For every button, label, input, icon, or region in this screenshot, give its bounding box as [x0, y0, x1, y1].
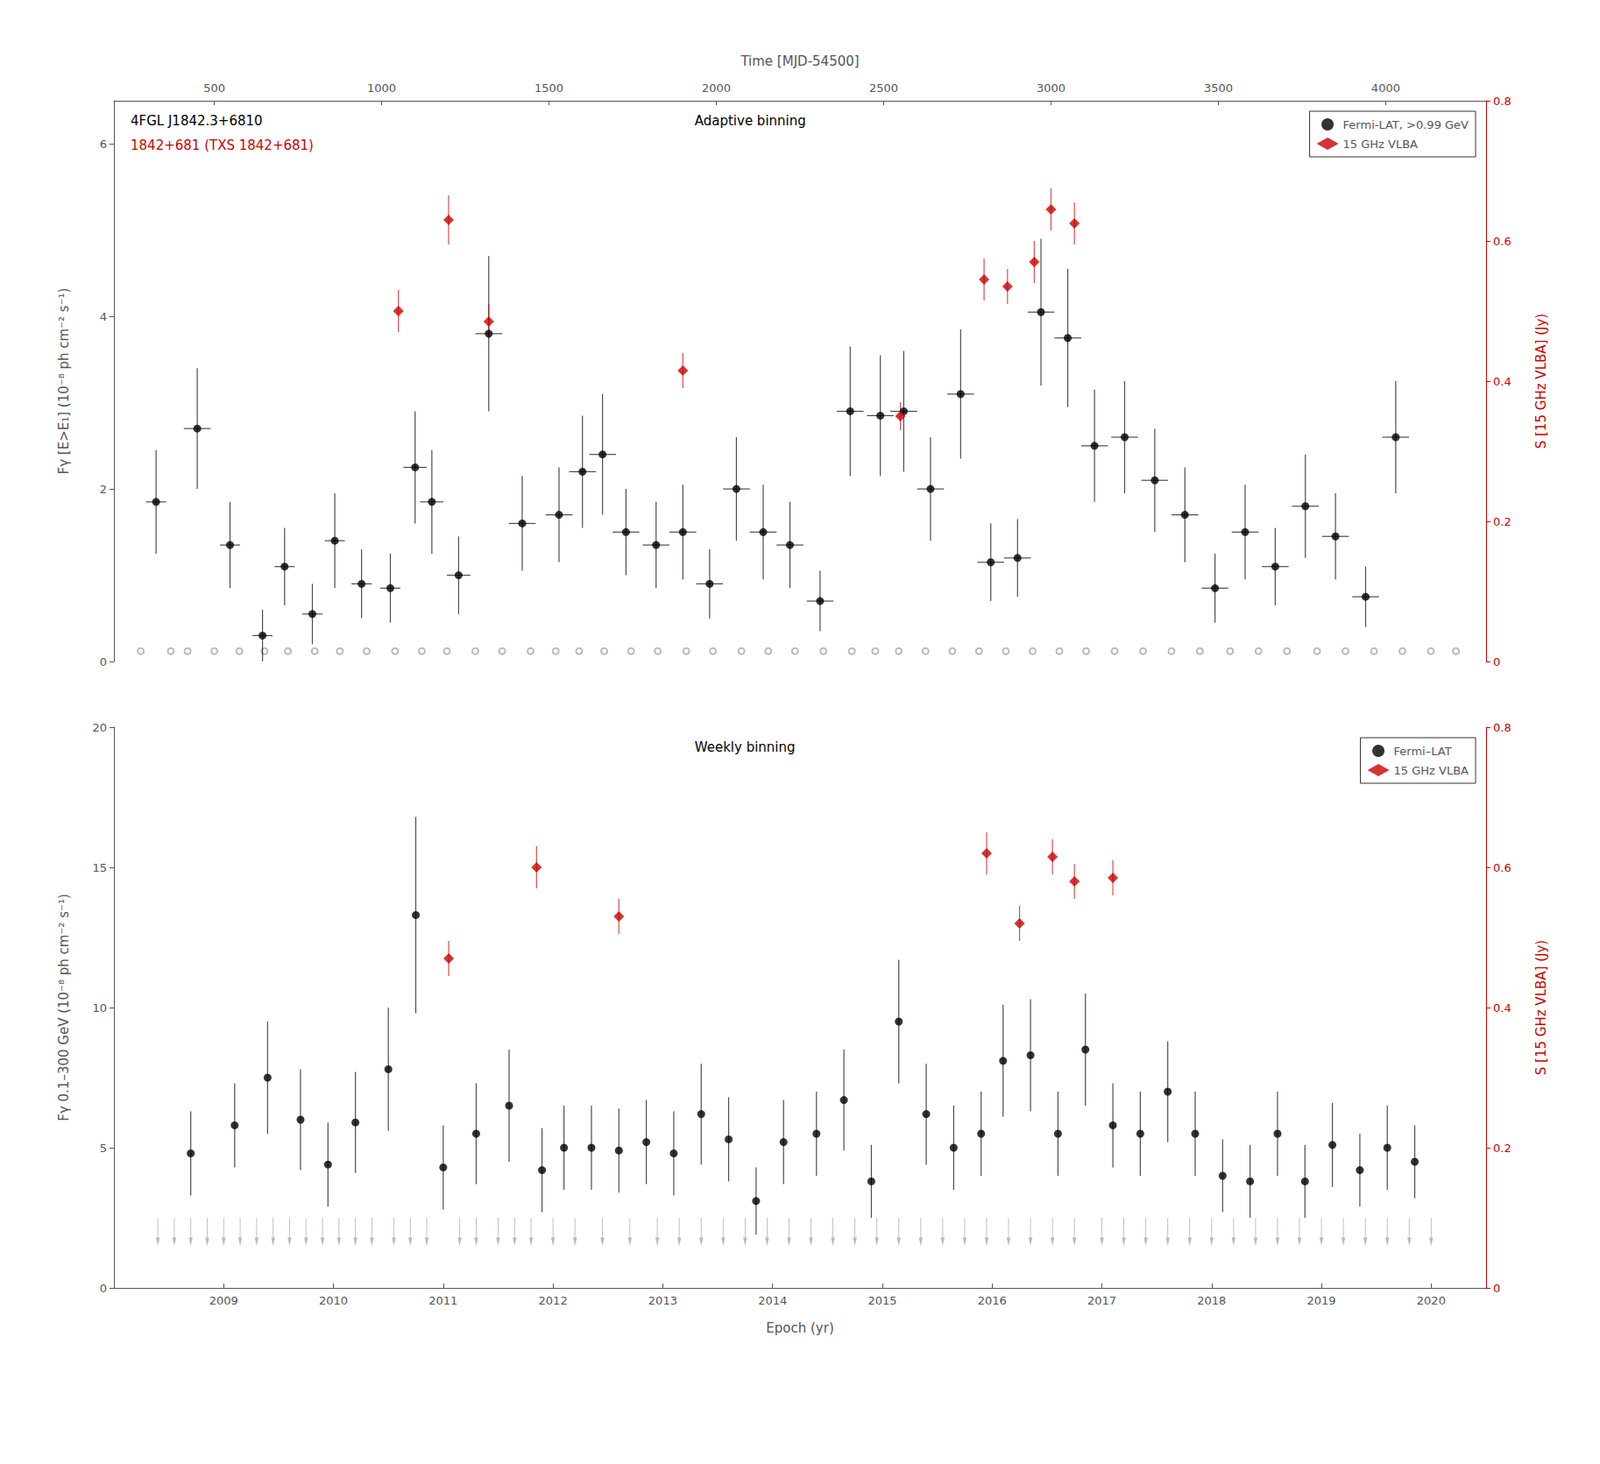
svg-text:10: 10	[92, 1001, 107, 1015]
svg-text:0.2: 0.2	[1493, 515, 1512, 529]
svg-text:4: 4	[99, 310, 107, 324]
svg-text:0.2: 0.2	[1493, 1141, 1512, 1155]
svg-text:0.6: 0.6	[1493, 234, 1512, 248]
svg-text:Adaptive binning: Adaptive binning	[694, 113, 807, 129]
svg-text:4000: 4000	[1371, 81, 1401, 95]
svg-text:2018: 2018	[1196, 1294, 1226, 1308]
svg-text:15 GHz VLBA: 15 GHz VLBA	[1343, 137, 1419, 151]
svg-text:S [15 GHz VLBA] (Jy): S [15 GHz VLBA] (Jy)	[1533, 940, 1550, 1076]
svg-text:15 GHz VLBA: 15 GHz VLBA	[1394, 764, 1470, 778]
svg-text:5: 5	[99, 1141, 107, 1155]
svg-text:0: 0	[1493, 1281, 1501, 1296]
svg-text:2017: 2017	[1087, 1294, 1117, 1308]
svg-text:2010: 2010	[318, 1294, 348, 1308]
svg-text:Time [MJD-54500]: Time [MJD-54500]	[739, 53, 859, 70]
svg-text:0.4: 0.4	[1493, 1001, 1512, 1015]
svg-text:Fermi–LAT: Fermi–LAT	[1394, 744, 1452, 758]
svg-text:2016: 2016	[977, 1294, 1007, 1308]
svg-text:2000: 2000	[701, 81, 731, 95]
svg-text:0.4: 0.4	[1493, 375, 1512, 389]
svg-text:0.8: 0.8	[1493, 94, 1512, 108]
svg-text:2015: 2015	[867, 1294, 897, 1308]
svg-text:2: 2	[99, 482, 107, 496]
svg-text:2014: 2014	[757, 1294, 787, 1308]
svg-text:2020: 2020	[1416, 1294, 1446, 1308]
svg-text:15: 15	[92, 861, 107, 875]
svg-text:0.6: 0.6	[1493, 861, 1512, 875]
svg-text:4FGL J1842.3+6810: 4FGL J1842.3+6810	[130, 113, 263, 129]
svg-text:0.8: 0.8	[1493, 721, 1512, 735]
svg-text:2009: 2009	[209, 1294, 239, 1308]
svg-text:2012: 2012	[538, 1294, 568, 1308]
svg-text:3000: 3000	[1036, 81, 1066, 95]
svg-text:Epoch (yr): Epoch (yr)	[765, 1320, 834, 1337]
svg-text:3500: 3500	[1203, 81, 1233, 95]
svg-text:0: 0	[99, 655, 107, 669]
svg-text:6: 6	[99, 137, 107, 151]
svg-text:1000: 1000	[367, 81, 397, 95]
svg-text:Fγ 0.1–300 GeV (10⁻⁸ ph cm⁻² s: Fγ 0.1–300 GeV (10⁻⁸ ph cm⁻² s⁻¹)	[56, 893, 72, 1122]
svg-text:Fermi-LAT, >0.99 GeV: Fermi-LAT, >0.99 GeV	[1343, 118, 1470, 132]
svg-text:20: 20	[92, 721, 107, 735]
svg-text:2019: 2019	[1307, 1294, 1337, 1308]
svg-text:2500: 2500	[869, 81, 899, 95]
svg-text:2013: 2013	[648, 1294, 678, 1308]
svg-text:1842+681 (TXS 1842+681): 1842+681 (TXS 1842+681)	[130, 137, 314, 154]
svg-text:Weekly binning: Weekly binning	[694, 739, 796, 756]
svg-text:Fγ [E>E₁] (10⁻⁸ ph cm⁻² s⁻¹): Fγ [E>E₁] (10⁻⁸ ph cm⁻² s⁻¹)	[56, 288, 72, 475]
svg-text:500: 500	[203, 81, 226, 95]
svg-text:S [15 GHz VLBA] (Jy): S [15 GHz VLBA] (Jy)	[1533, 313, 1550, 449]
svg-text:1500: 1500	[534, 81, 564, 95]
svg-text:2011: 2011	[428, 1294, 458, 1308]
svg-text:0: 0	[1493, 655, 1501, 669]
svg-text:0: 0	[99, 1281, 107, 1296]
